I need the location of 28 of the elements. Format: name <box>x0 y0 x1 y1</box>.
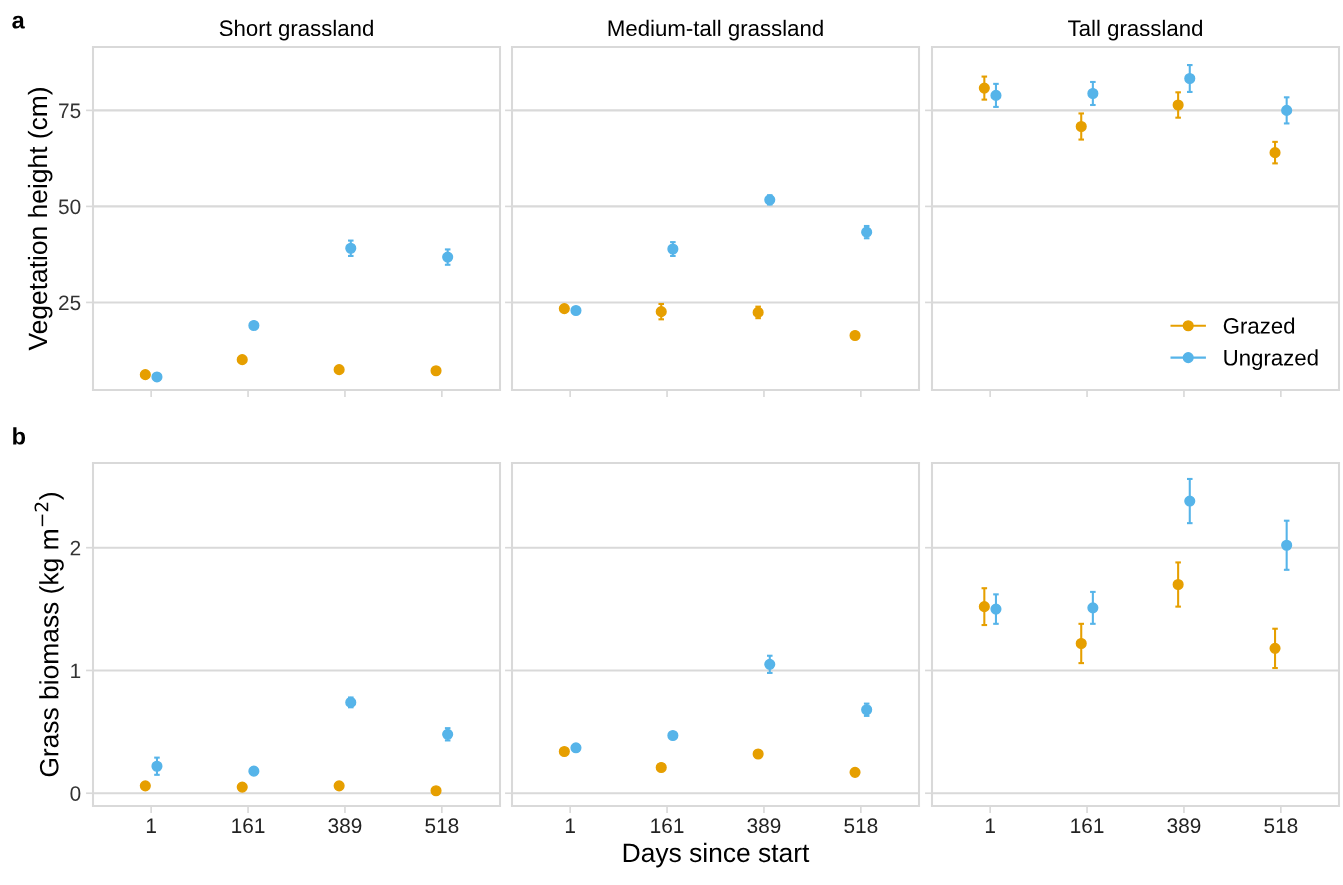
chart-title: Tall grassland <box>1068 19 1202 41</box>
text: a <box>12 15 25 29</box>
x-axis-title: Days since start <box>623 842 810 868</box>
y-tick-label: 0 <box>70 786 81 801</box>
y-tick-label: 2 <box>70 540 81 556</box>
x-tick-label: 518 <box>1264 818 1298 834</box>
text: b <box>13 427 26 445</box>
chart-title: Short grassland <box>219 19 373 41</box>
x-tick-label: 161 <box>1071 818 1104 834</box>
x-tick-label: 1 <box>565 818 575 833</box>
x-tick-label: 389 <box>328 818 362 834</box>
chart-title: Medium-tall grassland <box>608 19 823 41</box>
x-tick-label: 161 <box>651 818 684 834</box>
x-tick-label: 389 <box>747 818 781 834</box>
y-tick-label: 50 <box>58 199 81 215</box>
y-axis-title: Vegetation height (cm) <box>27 88 53 351</box>
x-tick-label: 389 <box>1167 818 1201 834</box>
legend-label: Ungrazed <box>1224 349 1318 370</box>
x-tick-label: 518 <box>425 818 459 834</box>
y-tick-label: 75 <box>59 103 81 119</box>
x-tick-label: 1 <box>985 818 995 833</box>
x-tick-label: 518 <box>844 818 878 834</box>
y-axis-title: Grass biomass (kg m$^{−2}$) <box>34 493 64 777</box>
x-tick-label: 1 <box>146 818 156 833</box>
y-tick-label: 25 <box>59 295 81 311</box>
y-tick-label: 1 <box>71 663 81 679</box>
x-tick-label: 161 <box>232 818 265 834</box>
legend-label: Grazed <box>1223 317 1295 334</box>
